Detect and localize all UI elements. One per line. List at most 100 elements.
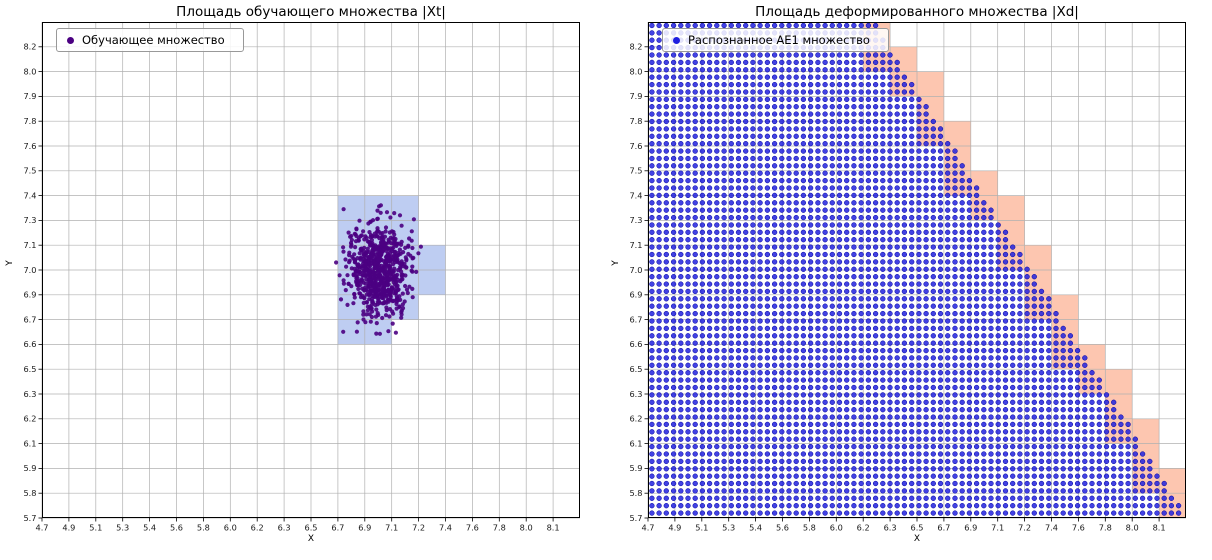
svg-text:5.4: 5.4 <box>749 523 762 533</box>
svg-text:6.9: 6.9 <box>964 523 977 533</box>
tick-labels: 4.75.7 4.9 5.8 5.1 5.9 5.3 6.1 5.4 6.2 5.6 6.3 5.8 6… <box>23 42 559 533</box>
svg-text:8.0: 8.0 <box>23 66 36 76</box>
legend-label: Распознанное АЕ1 множество <box>688 33 870 47</box>
svg-text:6.7: 6.7 <box>331 523 344 533</box>
svg-text:5.3: 5.3 <box>722 523 735 533</box>
svg-text:6.1: 6.1 <box>629 438 642 448</box>
svg-text:7.4: 7.4 <box>629 190 642 200</box>
svg-text:8.1: 8.1 <box>1153 523 1166 533</box>
legend-marker-dot-icon <box>673 36 680 44</box>
svg-text:7.1: 7.1 <box>385 523 398 533</box>
training-plot-canvas: 4.75.7 4.9 5.8 5.1 5.9 5.3 6.1 5.4 6.2 5.6 6.3 5.8 6… <box>23 22 580 533</box>
svg-text:4.7: 4.7 <box>641 523 654 533</box>
svg-text:4.9: 4.9 <box>668 523 681 533</box>
svg-text:6.7: 6.7 <box>937 523 950 533</box>
plot-title: Площадь обучающего множества |Xt| <box>176 4 446 20</box>
svg-text:7.8: 7.8 <box>1099 523 1112 533</box>
legend-label: Обучающее множество <box>82 33 225 47</box>
svg-text:5.8: 5.8 <box>803 523 816 533</box>
svg-text:7.8: 7.8 <box>629 116 642 126</box>
axis-ticks <box>644 46 1160 522</box>
svg-text:4.9: 4.9 <box>62 523 75 533</box>
svg-text:6.6: 6.6 <box>629 339 642 349</box>
y-axis-label: Y <box>5 260 15 266</box>
svg-text:5.7: 5.7 <box>23 513 36 523</box>
svg-text:6.3: 6.3 <box>23 389 36 399</box>
svg-text:7.6: 7.6 <box>1072 523 1085 533</box>
scatter-points <box>334 203 423 336</box>
svg-text:7.1: 7.1 <box>991 523 1004 533</box>
svg-text:6.2: 6.2 <box>857 523 870 533</box>
svg-text:6.2: 6.2 <box>629 414 642 424</box>
svg-text:7.6: 7.6 <box>466 523 479 533</box>
plot-deformed-set: Площадь деформированного множества |Xd| … <box>606 0 1212 560</box>
svg-text:5.9: 5.9 <box>23 463 36 473</box>
plot-training-set: Площадь обучающего множества |Xt| 4.7 5.7… <box>5 4 580 544</box>
svg-text:5.6: 5.6 <box>170 523 183 533</box>
svg-text:7.3: 7.3 <box>629 215 642 225</box>
svg-text:5.6: 5.6 <box>776 523 789 533</box>
svg-text:6.7: 6.7 <box>629 314 642 324</box>
svg-text:5.4: 5.4 <box>143 523 156 533</box>
svg-text:7.8: 7.8 <box>493 523 506 533</box>
tick-labels: 4.75.7 4.9 5.8 5.1 5.9 5.3 6.1 5.4 6.2 5.6 6.3 5.8 6… <box>629 42 1165 533</box>
svg-text:6.2: 6.2 <box>23 414 36 424</box>
svg-text:8.0: 8.0 <box>520 523 533 533</box>
svg-text:6.3: 6.3 <box>278 523 291 533</box>
grid-lines <box>41 22 580 519</box>
legend-marker-dot-icon <box>67 36 74 44</box>
svg-text:6.9: 6.9 <box>23 290 36 300</box>
svg-text:6.5: 6.5 <box>23 364 36 374</box>
svg-text:7.1: 7.1 <box>629 240 642 250</box>
svg-text:7.6: 7.6 <box>23 141 36 151</box>
plot-title: Площадь деформированного множества |Xd| <box>755 4 1079 20</box>
svg-text:7.3: 7.3 <box>23 215 36 225</box>
svg-text:4.7: 4.7 <box>35 523 48 533</box>
svg-text:7.4: 7.4 <box>1045 523 1058 533</box>
axes-frame <box>648 22 1186 518</box>
svg-text:6.1: 6.1 <box>23 438 36 448</box>
svg-text:5.7: 5.7 <box>629 513 642 523</box>
svg-text:6.5: 6.5 <box>910 523 923 533</box>
svg-text:6.5: 6.5 <box>629 364 642 374</box>
svg-text:5.8: 5.8 <box>197 523 210 533</box>
svg-text:7.9: 7.9 <box>23 91 36 101</box>
svg-text:6.0: 6.0 <box>830 523 843 533</box>
svg-text:8.2: 8.2 <box>23 42 36 52</box>
axes-frame <box>42 22 580 518</box>
svg-text:5.1: 5.1 <box>89 523 102 533</box>
axis-ticks <box>38 46 554 522</box>
svg-text:7.5: 7.5 <box>23 166 36 176</box>
y-axis-label: Y <box>611 260 621 266</box>
svg-text:7.5: 7.5 <box>629 166 642 176</box>
svg-text:5.8: 5.8 <box>23 488 36 498</box>
svg-text:5.9: 5.9 <box>629 463 642 473</box>
svg-text:8.1: 8.1 <box>547 523 560 533</box>
svg-text:6.5: 6.5 <box>304 523 317 533</box>
legend: Распознанное АЕ1 множество <box>662 28 889 52</box>
svg-text:7.6: 7.6 <box>629 141 642 151</box>
svg-text:6.0: 6.0 <box>224 523 237 533</box>
x-axis-label: X <box>913 534 921 544</box>
svg-text:7.2: 7.2 <box>412 523 425 533</box>
svg-text:6.9: 6.9 <box>358 523 371 533</box>
svg-text:5.3: 5.3 <box>116 523 129 533</box>
svg-text:7.1: 7.1 <box>23 240 36 250</box>
deformed-plot-canvas: 4.75.7 4.9 5.8 5.1 5.9 5.3 6.1 5.4 6.2 5.6 6.3 5.8 6… <box>629 22 1186 533</box>
svg-text:7.9: 7.9 <box>629 91 642 101</box>
svg-text:7.0: 7.0 <box>23 265 36 275</box>
svg-text:7.4: 7.4 <box>439 523 452 533</box>
svg-text:6.3: 6.3 <box>629 389 642 399</box>
svg-text:5.1: 5.1 <box>695 523 708 533</box>
x-axis-label: X <box>307 534 315 544</box>
svg-text:7.4: 7.4 <box>23 190 36 200</box>
svg-text:7.8: 7.8 <box>23 116 36 126</box>
svg-text:7.0: 7.0 <box>629 265 642 275</box>
svg-text:8.0: 8.0 <box>629 66 642 76</box>
svg-text:6.7: 6.7 <box>23 314 36 324</box>
svg-text:6.3: 6.3 <box>884 523 897 533</box>
dot-grid-points <box>649 22 1182 516</box>
svg-text:6.6: 6.6 <box>23 339 36 349</box>
legend: Обучающее множество <box>56 28 244 52</box>
